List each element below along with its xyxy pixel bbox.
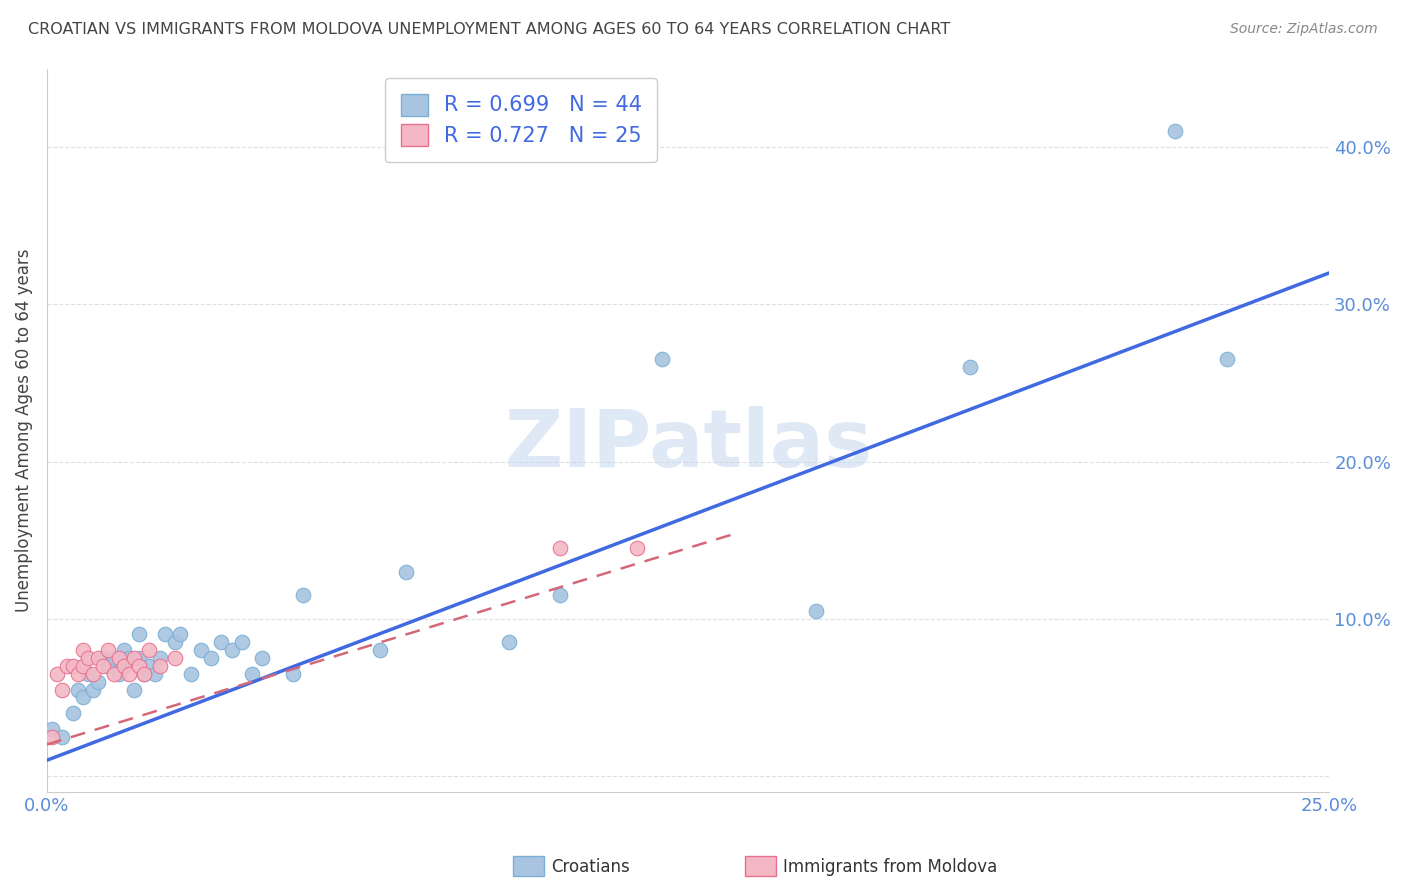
Point <box>498 635 520 649</box>
Point <box>1164 124 1187 138</box>
Point <box>112 659 135 673</box>
Point <box>281 666 304 681</box>
Point <box>143 666 166 681</box>
Point <box>112 659 135 673</box>
Point <box>122 682 145 697</box>
Point <box>134 666 156 681</box>
Point <box>82 682 104 697</box>
Point <box>91 651 114 665</box>
Point <box>41 722 63 736</box>
Point <box>153 627 176 641</box>
Point <box>103 666 125 681</box>
Point <box>626 541 648 555</box>
Point <box>46 666 69 681</box>
Point <box>91 659 114 673</box>
Point <box>138 659 160 673</box>
Point <box>548 588 571 602</box>
Point <box>87 651 110 665</box>
Point <box>62 706 84 720</box>
Point <box>138 643 160 657</box>
Point <box>112 643 135 657</box>
Point <box>221 643 243 657</box>
Point <box>97 643 120 657</box>
Point <box>118 651 141 665</box>
Point <box>118 666 141 681</box>
Point <box>72 659 94 673</box>
Point <box>240 666 263 681</box>
Point <box>51 730 73 744</box>
Point <box>149 659 172 673</box>
Point <box>41 730 63 744</box>
Point <box>134 666 156 681</box>
Point <box>66 666 89 681</box>
Point <box>122 651 145 665</box>
Point <box>806 604 828 618</box>
Text: Immigrants from Moldova: Immigrants from Moldova <box>783 858 997 876</box>
Point <box>97 659 120 673</box>
Legend: R = 0.699   N = 44, R = 0.727   N = 25: R = 0.699 N = 44, R = 0.727 N = 25 <box>385 78 658 162</box>
Point <box>165 651 187 665</box>
Point <box>77 666 100 681</box>
Point <box>107 666 129 681</box>
Point <box>128 627 150 641</box>
Point <box>56 659 79 673</box>
Point <box>209 635 232 649</box>
Point <box>231 635 253 649</box>
Point <box>72 643 94 657</box>
Point <box>77 651 100 665</box>
Point <box>651 352 673 367</box>
Text: Source: ZipAtlas.com: Source: ZipAtlas.com <box>1230 22 1378 37</box>
Point <box>548 541 571 555</box>
Point <box>149 651 172 665</box>
Point <box>72 690 94 705</box>
Text: CROATIAN VS IMMIGRANTS FROM MOLDOVA UNEMPLOYMENT AMONG AGES 60 TO 64 YEARS CORRE: CROATIAN VS IMMIGRANTS FROM MOLDOVA UNEM… <box>28 22 950 37</box>
Point <box>292 588 315 602</box>
Y-axis label: Unemployment Among Ages 60 to 64 years: Unemployment Among Ages 60 to 64 years <box>15 248 32 612</box>
Point <box>103 651 125 665</box>
Point <box>959 360 981 375</box>
Text: ZIPatlas: ZIPatlas <box>503 406 872 483</box>
Point <box>82 666 104 681</box>
Point <box>395 565 418 579</box>
Point <box>190 643 212 657</box>
Point <box>107 651 129 665</box>
Point <box>66 682 89 697</box>
Text: Croatians: Croatians <box>551 858 630 876</box>
Point <box>62 659 84 673</box>
Point <box>252 651 274 665</box>
Point <box>128 659 150 673</box>
Point <box>165 635 187 649</box>
Point <box>87 674 110 689</box>
Point <box>200 651 222 665</box>
Point <box>180 666 202 681</box>
Point <box>169 627 191 641</box>
Point <box>368 643 391 657</box>
Point <box>51 682 73 697</box>
Point <box>128 651 150 665</box>
Point <box>1215 352 1237 367</box>
